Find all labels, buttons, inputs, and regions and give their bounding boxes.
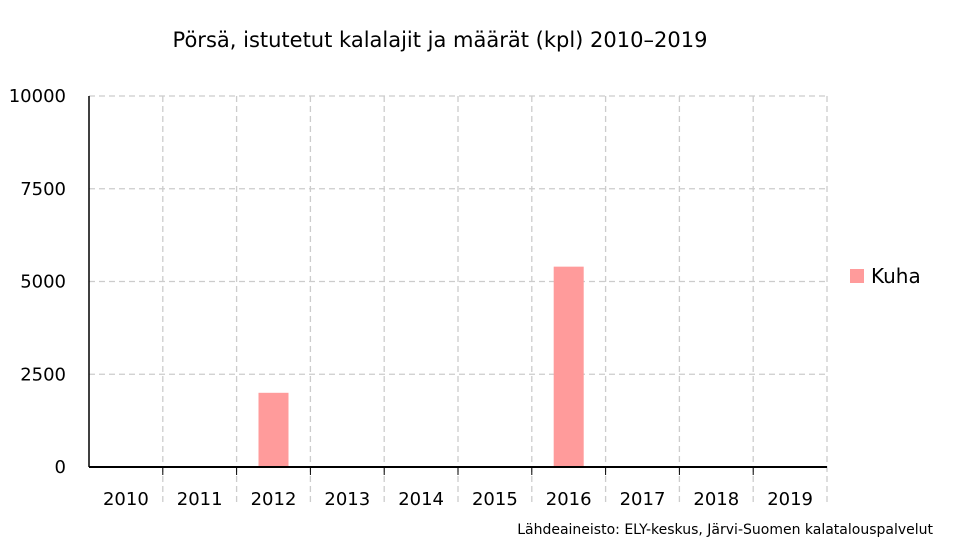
y-tick-label: 10000 xyxy=(9,86,66,107)
chart-title: Pörsä, istutetut kalalajit ja määrät (kp… xyxy=(172,28,708,52)
x-tick-label: 2019 xyxy=(767,489,813,510)
x-tick-labels: 2010 2011 2012 2013 2014 2015 2016 2017 2018 2019 xyxy=(103,489,813,510)
bar-2016 xyxy=(553,266,584,467)
legend: Kuha xyxy=(850,264,921,288)
axes xyxy=(88,96,827,468)
x-tick-label: 2012 xyxy=(251,489,297,510)
bar-2012 xyxy=(258,392,289,467)
legend-label-kuha: Kuha xyxy=(871,264,921,288)
legend-swatch-kuha xyxy=(850,269,864,283)
x-tick-label: 2017 xyxy=(620,489,666,510)
y-tick-label: 5000 xyxy=(20,272,66,293)
x-tick-label: 2016 xyxy=(546,489,592,510)
gridlines xyxy=(89,95,828,505)
y-tick-label: 7500 xyxy=(20,179,66,200)
x-tick-label: 2011 xyxy=(177,489,223,510)
x-tick-label: 2010 xyxy=(103,489,149,510)
y-tick-labels: 0 2500 5000 7500 10000 xyxy=(9,86,66,478)
x-tick-label: 2014 xyxy=(398,489,444,510)
x-tick-label: 2013 xyxy=(324,489,370,510)
x-tick-label: 2018 xyxy=(693,489,739,510)
source-note: Lähdeaineisto: ELY-keskus, Järvi-Suomen … xyxy=(517,522,933,538)
bars xyxy=(258,266,584,467)
y-tick-label: 2500 xyxy=(20,364,66,385)
y-tick-label: 0 xyxy=(55,457,66,478)
x-tick-label: 2015 xyxy=(472,489,518,510)
